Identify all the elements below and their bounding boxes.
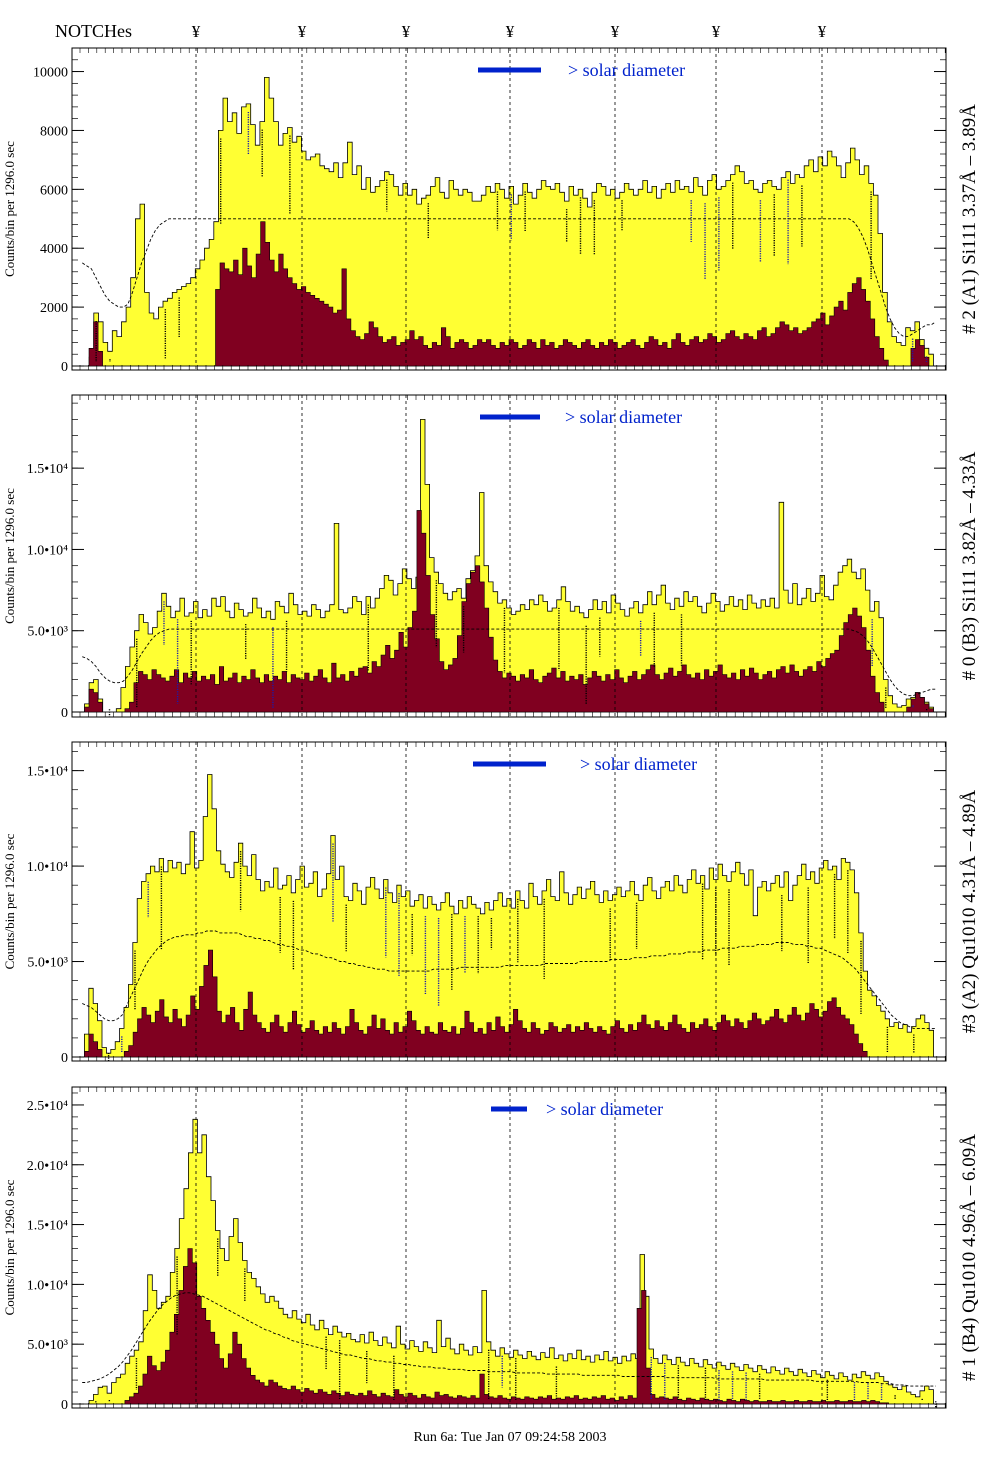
panel-title-label: #3 (A2) Qu1010 4.31Å – 4.89Å — [959, 790, 980, 1034]
y-tick-label: 1.5•10⁴ — [27, 1219, 68, 1234]
y-tick-label: 10000 — [33, 66, 68, 81]
total-counts-histogram — [80, 774, 938, 1058]
solar-diameter-legend-text: > solar diameter — [565, 407, 682, 427]
solar-diameter-legend-text: > solar diameter — [568, 60, 685, 80]
baseline-curve — [82, 218, 936, 338]
notch-symbol: ¥ — [192, 22, 201, 41]
y-axis-label: Counts/bin per 1296.0 sec — [2, 488, 17, 624]
panel-title-label: # 2 (A1) Si111 3.37Å – 3.89Å — [959, 104, 980, 334]
line-annotations — [95, 111, 928, 362]
notch-symbol: ¥ — [818, 22, 827, 41]
chart-panels: 0 2000 4000 6000 8000 10000 Counts/bin per 129… — [2, 47, 980, 1413]
y-tick-label: 5.0•10³ — [27, 956, 68, 971]
chart-panel-b3: 0 5.0•10³ 1.0•10⁴ 1.5•10⁴ Counts/bin per 129… — [2, 394, 980, 721]
y-tick-label: 0 — [61, 706, 68, 721]
y-tick-label: 2000 — [40, 301, 68, 316]
y-tick-label: 1.0•10⁴ — [27, 1278, 68, 1293]
chart-panel-a2: 0 5.0•10³ 1.0•10⁴ 1.5•10⁴ Counts/bin per 129… — [2, 741, 980, 1066]
line-annotations — [107, 843, 915, 1061]
notches-label: NOTCHes — [55, 21, 132, 41]
y-tick-label: 1.5•10⁴ — [27, 462, 68, 477]
solar-diameter-legend-text: > solar diameter — [546, 1099, 663, 1119]
y-tick-label: 0 — [61, 1398, 68, 1413]
plot-area — [80, 395, 938, 717]
flare-counts-histogram — [80, 1248, 938, 1405]
y-tick-label: 1.5•10⁴ — [27, 765, 68, 780]
x-minor-ticks — [79, 395, 946, 717]
flare-counts-histogram — [80, 949, 938, 1058]
chart-panel-b4: 0 5.0•10³ 1.0•10⁴ 1.5•10⁴ 2.0•10⁴ 2.5•10⁴ Coun… — [2, 1086, 980, 1413]
line-annotations — [108, 580, 928, 717]
panel-frame — [71, 394, 947, 718]
flare-counts-histogram — [80, 510, 938, 713]
total-counts-histogram — [80, 1118, 938, 1405]
y-axis-label: Counts/bin per 1296.0 sec — [2, 141, 17, 277]
notch-symbols: ¥ ¥ ¥ ¥ ¥ ¥ ¥ — [192, 22, 827, 41]
x-minor-ticks — [79, 48, 946, 370]
chart-panel-a1: 0 2000 4000 6000 8000 10000 Counts/bin per 129… — [2, 47, 980, 375]
total-counts-histogram — [80, 419, 938, 713]
panel-frame — [71, 47, 947, 371]
notch-symbol: ¥ — [506, 22, 515, 41]
flare-counts-histogram — [80, 221, 938, 367]
solar-diameter-legend-text: > solar diameter — [580, 754, 697, 774]
y-tick-label: 1.0•10⁴ — [27, 543, 68, 558]
notch-symbol: ¥ — [298, 22, 307, 41]
baseline-curve — [82, 1292, 936, 1387]
y-tick-label: 5.0•10³ — [27, 1338, 68, 1353]
y-tick-label: 2.5•10⁴ — [27, 1099, 68, 1114]
y-axis-label: Counts/bin per 1296.0 sec — [2, 1179, 17, 1315]
total-counts-histogram — [80, 77, 938, 367]
panel-title-label: # 0 (B3) Si111 3.82Å – 4.33Å — [959, 451, 980, 680]
y-tick-label: 2.0•10⁴ — [27, 1159, 68, 1174]
x-minor-ticks — [79, 742, 946, 1061]
panel-frame — [71, 1086, 947, 1409]
y-tick-label: 5.0•10³ — [27, 625, 68, 640]
y-axis-label: Counts/bin per 1296.0 sec — [2, 833, 17, 969]
y-tick-label: 1.0•10⁴ — [27, 860, 68, 875]
y-tick-label: 0 — [61, 360, 68, 375]
x-minor-ticks — [79, 1087, 946, 1408]
notch-symbol: ¥ — [402, 22, 411, 41]
plot-area — [80, 48, 938, 370]
panel-frame — [71, 741, 947, 1062]
notch-symbol: ¥ — [611, 22, 620, 41]
run-info-footer: Run 6a: Tue Jan 07 09:24:58 2003 — [414, 1430, 607, 1445]
y-tick-label: 8000 — [40, 124, 68, 139]
plot-area — [80, 1087, 938, 1408]
baseline-curve — [82, 930, 936, 1029]
y-tick-label: 4000 — [40, 242, 68, 257]
plot-area — [80, 742, 938, 1061]
y-tick-label: 6000 — [40, 183, 68, 198]
notch-symbol: ¥ — [712, 22, 721, 41]
panel-title-label: # 1 (B4) Qu1010 4.96Å – 6.09Å — [959, 1134, 980, 1381]
baseline-curve — [82, 628, 936, 697]
y-tick-label: 0 — [61, 1051, 68, 1066]
